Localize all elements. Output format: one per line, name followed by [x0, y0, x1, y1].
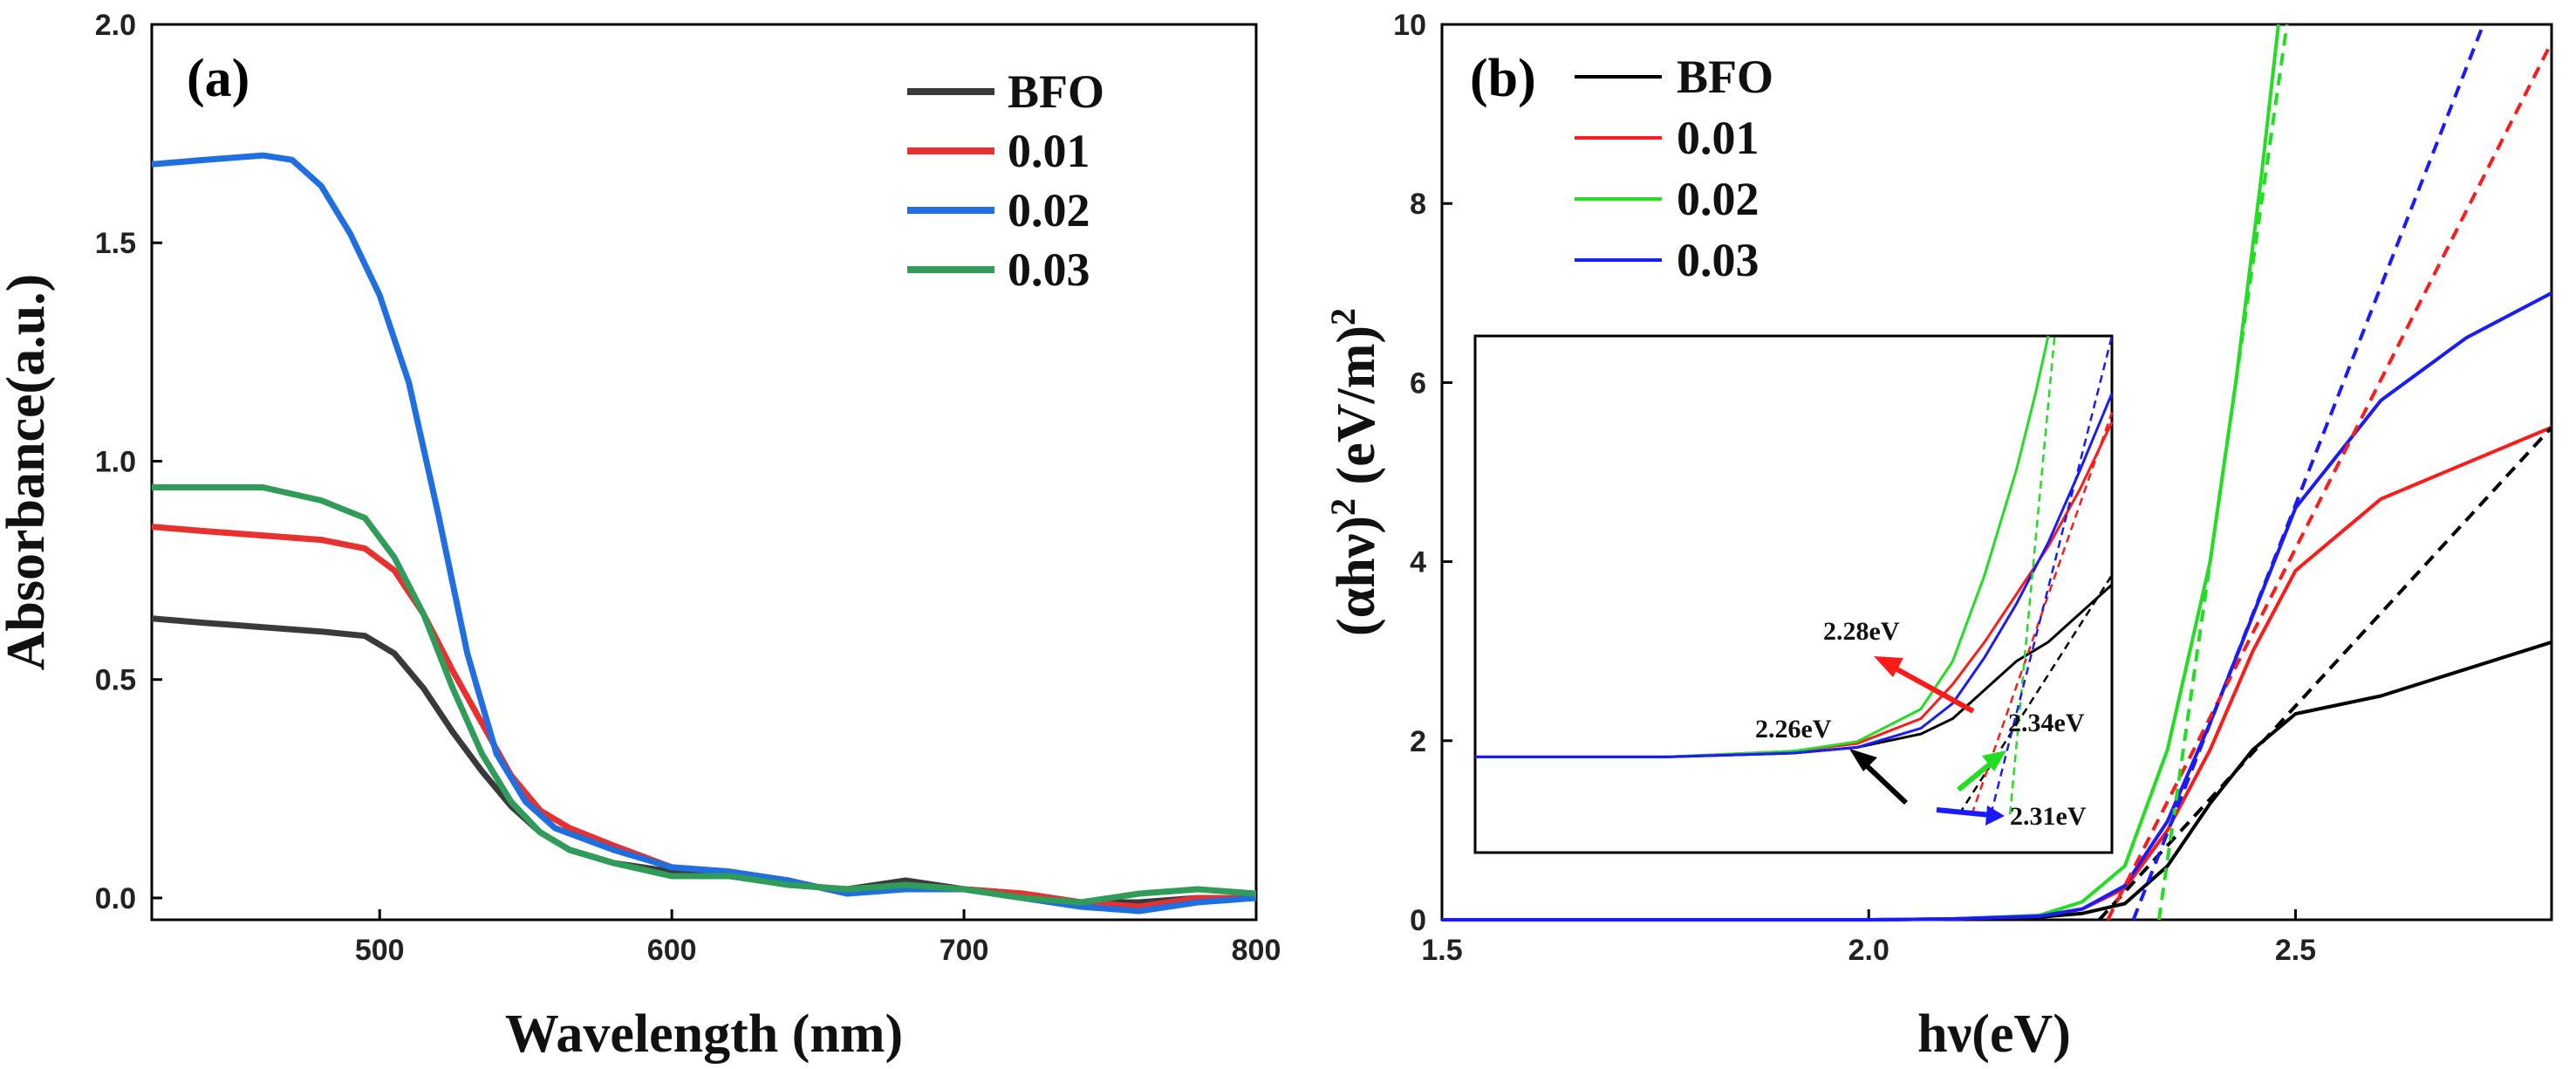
x-tick-label: 1.5 — [1421, 934, 1462, 967]
y-tick-label: 1.5 — [95, 227, 136, 260]
legend-a: BFO 0.01 0.02 0.03 — [907, 65, 1104, 296]
legend-label-b-bfo: BFO — [1677, 51, 1773, 103]
x-axis-title-a: Wavelength (nm) — [505, 1004, 903, 1064]
series-line-0-01 — [151, 524, 1256, 910]
y-tick-label: 2.0 — [95, 9, 136, 42]
legend-label-0-01: 0.01 — [1008, 125, 1090, 177]
b-ticks: 1.5 2.0 2.5 0 2 4 6 8 10 — [1393, 9, 2316, 967]
annotation-2-34ev: 2.34eV — [2008, 709, 2085, 737]
y-tick-label: 4 — [1410, 546, 1426, 579]
arrowhead-2-28 — [1874, 656, 1903, 677]
x-tick-label: 600 — [647, 934, 697, 967]
y-tick-label: 1.0 — [95, 445, 136, 478]
annotation-2-31ev: 2.31eV — [2010, 802, 2087, 831]
y-axis-title-b-sup2: 2 — [1323, 308, 1363, 325]
y-tick-label: 10 — [1393, 9, 1426, 42]
y-axis-title-b-main: (αhν) — [1327, 516, 1386, 636]
y-tick-label: 8 — [1410, 188, 1426, 221]
inset-tangent-bfo — [1958, 574, 2114, 815]
arrow-2-31 — [1936, 807, 1992, 818]
x-tick-label: 2.0 — [1848, 934, 1889, 967]
arrowhead-2-34 — [1982, 750, 2006, 771]
panel-label-a: (a) — [187, 49, 249, 108]
y-axis-title-b-sup1: 2 — [1323, 498, 1363, 516]
x-tick-label: 700 — [940, 934, 989, 967]
legend-label-0-02: 0.02 — [1008, 184, 1090, 236]
legend-label-b-0-01: 0.01 — [1677, 112, 1759, 164]
tangent-line-0-01 — [2106, 41, 2553, 921]
y-tick-label: 0.5 — [95, 664, 136, 697]
series-line-0-02 — [151, 152, 1257, 915]
y-axis-title-b-mid: (eV/m) — [1327, 325, 1386, 498]
x-tick-label: 500 — [355, 934, 405, 967]
x-tick-label: 2.5 — [2275, 934, 2316, 967]
x-tick-label: 800 — [1232, 934, 1281, 967]
a-series-lines — [151, 152, 1257, 915]
y-tick-label: 6 — [1410, 367, 1426, 400]
inset-frame — [1473, 334, 2114, 854]
a-ticks: 500 600 700 800 0.0 0.5 1.0 1.5 2.0 — [95, 9, 1281, 967]
series-line-bfo — [151, 615, 1256, 906]
arrowhead-2-31 — [1985, 805, 2005, 826]
tangent-line-0-02 — [2156, 24, 2289, 921]
y-tick-label: 0.0 — [95, 882, 136, 915]
y-axis-title-b: (αhν)2 (eV/m)2 — [1323, 308, 1386, 636]
y-axis-title-a: Absorbance(a.u.) — [0, 274, 56, 671]
annotation-2-26ev: 2.26eV — [1755, 715, 1832, 744]
tangent-line-bfo — [2097, 426, 2553, 922]
legend-label-b-0-03: 0.03 — [1677, 234, 1759, 286]
inset-arrows — [1849, 656, 2006, 826]
legend-label-bfo: BFO — [1008, 65, 1104, 118]
plot-frame-a — [150, 23, 1258, 922]
panel-a: 500 600 700 800 0.0 0.5 1.0 1.5 2.0 (a) Waveleng… — [0, 9, 1281, 1064]
inset-line-0-03 — [1475, 393, 2114, 758]
legend-label-0-03: 0.03 — [1008, 243, 1090, 296]
plot-frame-b — [1440, 23, 2553, 922]
series-line-0-03 — [152, 484, 1257, 906]
inset-plot: 2.28eV 2.26eV 2.34eV 2.31eV — [1473, 334, 2114, 854]
inset-tangent-0-01 — [1971, 412, 2114, 815]
x-axis-title-b: hν(eV) — [1917, 1004, 2071, 1064]
arrow-2-28 — [1884, 661, 1975, 714]
annotation-2-28ev: 2.28eV — [1823, 617, 1900, 646]
y-tick-label: 0 — [1410, 904, 1426, 937]
inset-lines — [1475, 335, 2114, 815]
b-series-lines — [1442, 24, 2553, 922]
inset-tangent-0-03 — [1990, 335, 2114, 815]
arrowhead-2-26 — [1849, 749, 1877, 771]
legend-b: BFO 0.01 0.02 0.03 — [1575, 51, 1773, 286]
tangent-line-0-03 — [2131, 24, 2485, 921]
panel-label-b: (b) — [1470, 49, 1536, 108]
inset-tangent-0-02 — [2008, 335, 2056, 815]
y-tick-label: 2 — [1410, 725, 1426, 758]
series-line-0-03 — [1442, 291, 2552, 922]
legend-label-b-0-02: 0.02 — [1677, 173, 1759, 225]
